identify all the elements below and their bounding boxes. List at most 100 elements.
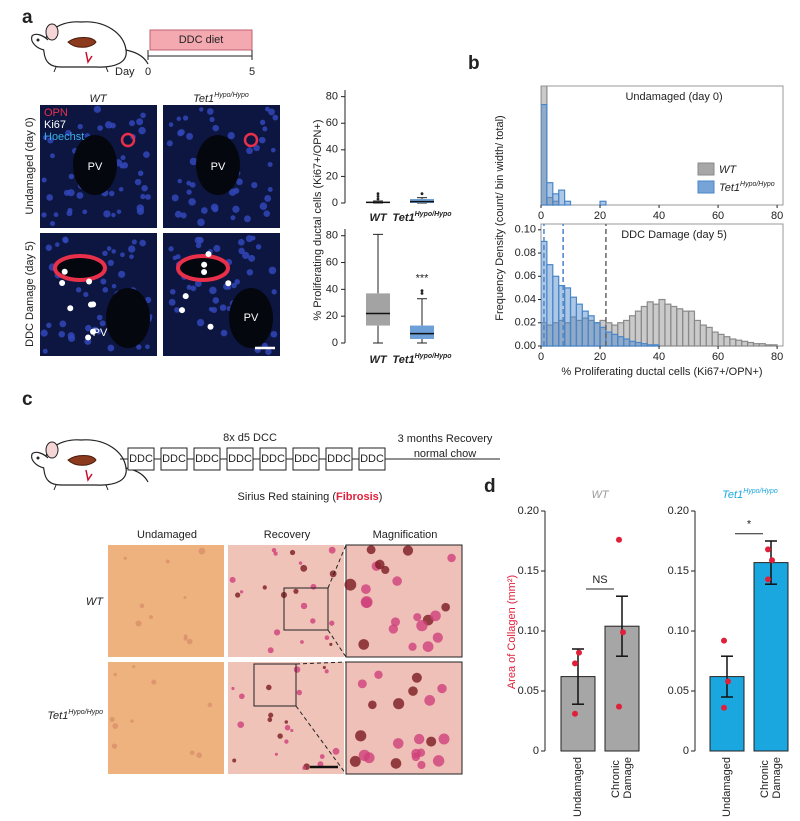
- legend-swatch: [697, 162, 715, 176]
- row-label-base: Tet1: [47, 710, 68, 722]
- legend-swatch: [697, 180, 715, 194]
- histogram-bar: [682, 310, 690, 347]
- histology-image: [228, 545, 344, 657]
- x-axis-label: % Proliferating ductal cells (Ki67+/OPN+…: [561, 366, 762, 378]
- nucleus: [233, 187, 240, 194]
- ki67-nucleus: [59, 280, 66, 287]
- data-point: [572, 710, 578, 717]
- stain-spot: [432, 632, 443, 643]
- schedule-label: 8x d5 DCC: [223, 432, 277, 444]
- nucleus: [197, 218, 205, 227]
- histogram-bars: [541, 86, 607, 206]
- stain-spot: [322, 665, 326, 670]
- bar: [753, 562, 789, 752]
- histogram-bar: [729, 338, 737, 347]
- histogram-bar: [758, 343, 766, 347]
- column-label: WT: [89, 93, 107, 105]
- recovery-label: 3 months Recovery: [398, 433, 493, 445]
- data-point: [572, 660, 578, 667]
- box: [410, 325, 434, 339]
- stain-spot: [237, 721, 245, 729]
- nucleus: [243, 215, 251, 223]
- data-point: [616, 536, 622, 543]
- nucleus: [258, 136, 266, 144]
- ki67-nucleus: [85, 334, 92, 341]
- data-point: [769, 557, 775, 564]
- histology-image: [108, 545, 224, 657]
- nucleus: [245, 235, 253, 243]
- ki67-nucleus: [182, 293, 189, 300]
- stain-spot: [349, 755, 361, 767]
- nucleus: [250, 235, 256, 241]
- zoom-box: [283, 587, 329, 631]
- ddc-block-label: DDC: [162, 453, 186, 465]
- y-tick-label: 40: [326, 144, 338, 156]
- stain-spot: [413, 613, 422, 622]
- nucleus: [168, 122, 174, 127]
- nucleus: [174, 307, 180, 313]
- nucleus: [111, 212, 116, 218]
- nucleus: [111, 283, 117, 289]
- histogram-bar: [546, 182, 554, 206]
- x-tick-label-base: Tet1: [392, 354, 414, 366]
- nucleus: [248, 254, 256, 262]
- stain-spot: [441, 602, 450, 612]
- nucleus: [175, 254, 181, 260]
- stain-spot: [231, 686, 235, 691]
- nucleus: [118, 186, 124, 192]
- data-point: [616, 703, 622, 710]
- pv-label: PV: [211, 161, 226, 173]
- duct: [120, 132, 136, 148]
- column-label: Recovery: [264, 529, 311, 541]
- panel-label: a: [22, 7, 33, 28]
- nucleus: [189, 157, 198, 166]
- stain-spot: [267, 717, 273, 723]
- x-tick-label-base: WT: [369, 354, 387, 366]
- nucleus: [109, 190, 115, 197]
- nucleus: [45, 244, 53, 251]
- x-tick-label: Tet1Hypo/Hypo: [392, 211, 452, 224]
- ddc-block: [226, 447, 254, 471]
- stain-spot: [392, 576, 402, 586]
- ki67-nucleus: [67, 305, 74, 312]
- y-tick-label: 0.15: [518, 565, 539, 577]
- nucleus: [116, 209, 122, 214]
- zoom-box: [253, 663, 297, 707]
- nucleus: [169, 288, 176, 295]
- stain-spot: [368, 700, 377, 710]
- stain-spot: [329, 570, 337, 578]
- nucleus: [265, 348, 272, 355]
- y-tick-label: 0.02: [515, 317, 536, 329]
- stain-spot: [437, 683, 447, 694]
- nucleus: [199, 107, 204, 112]
- stain-spot: [183, 636, 188, 641]
- stain-spot: [298, 561, 303, 565]
- nucleus: [259, 119, 266, 126]
- ki67-nucleus: [179, 307, 186, 314]
- x-tick-label: 0: [538, 351, 544, 363]
- y-tick-label: 0: [332, 197, 338, 209]
- nucleus: [67, 207, 73, 214]
- x-tick-label: Chronic Damage: [759, 757, 783, 799]
- legend-label-base: WT: [719, 164, 737, 176]
- data-point: [765, 576, 771, 583]
- nucleus: [65, 129, 72, 137]
- stain-spot: [277, 733, 283, 739]
- histogram-bar: [640, 343, 648, 347]
- stain-spot: [196, 752, 203, 758]
- nucleus: [75, 287, 82, 293]
- nucleus: [97, 125, 103, 131]
- nucleus: [270, 147, 276, 153]
- nucleus: [120, 252, 125, 258]
- histogram-bar: [628, 340, 637, 347]
- y-axis-label: Area of Collagen (mm²): [506, 575, 518, 689]
- chart-title-base: Tet1: [722, 489, 743, 501]
- stain-spot: [132, 665, 136, 669]
- stain-spot: [273, 629, 281, 636]
- nucleus: [182, 115, 189, 121]
- x-tick-label-line: Damage: [622, 757, 634, 799]
- histogram-bar: [552, 193, 560, 206]
- stain-spot: [207, 702, 213, 708]
- histogram-bar: [664, 303, 672, 347]
- chart-title-base: WT: [591, 489, 609, 501]
